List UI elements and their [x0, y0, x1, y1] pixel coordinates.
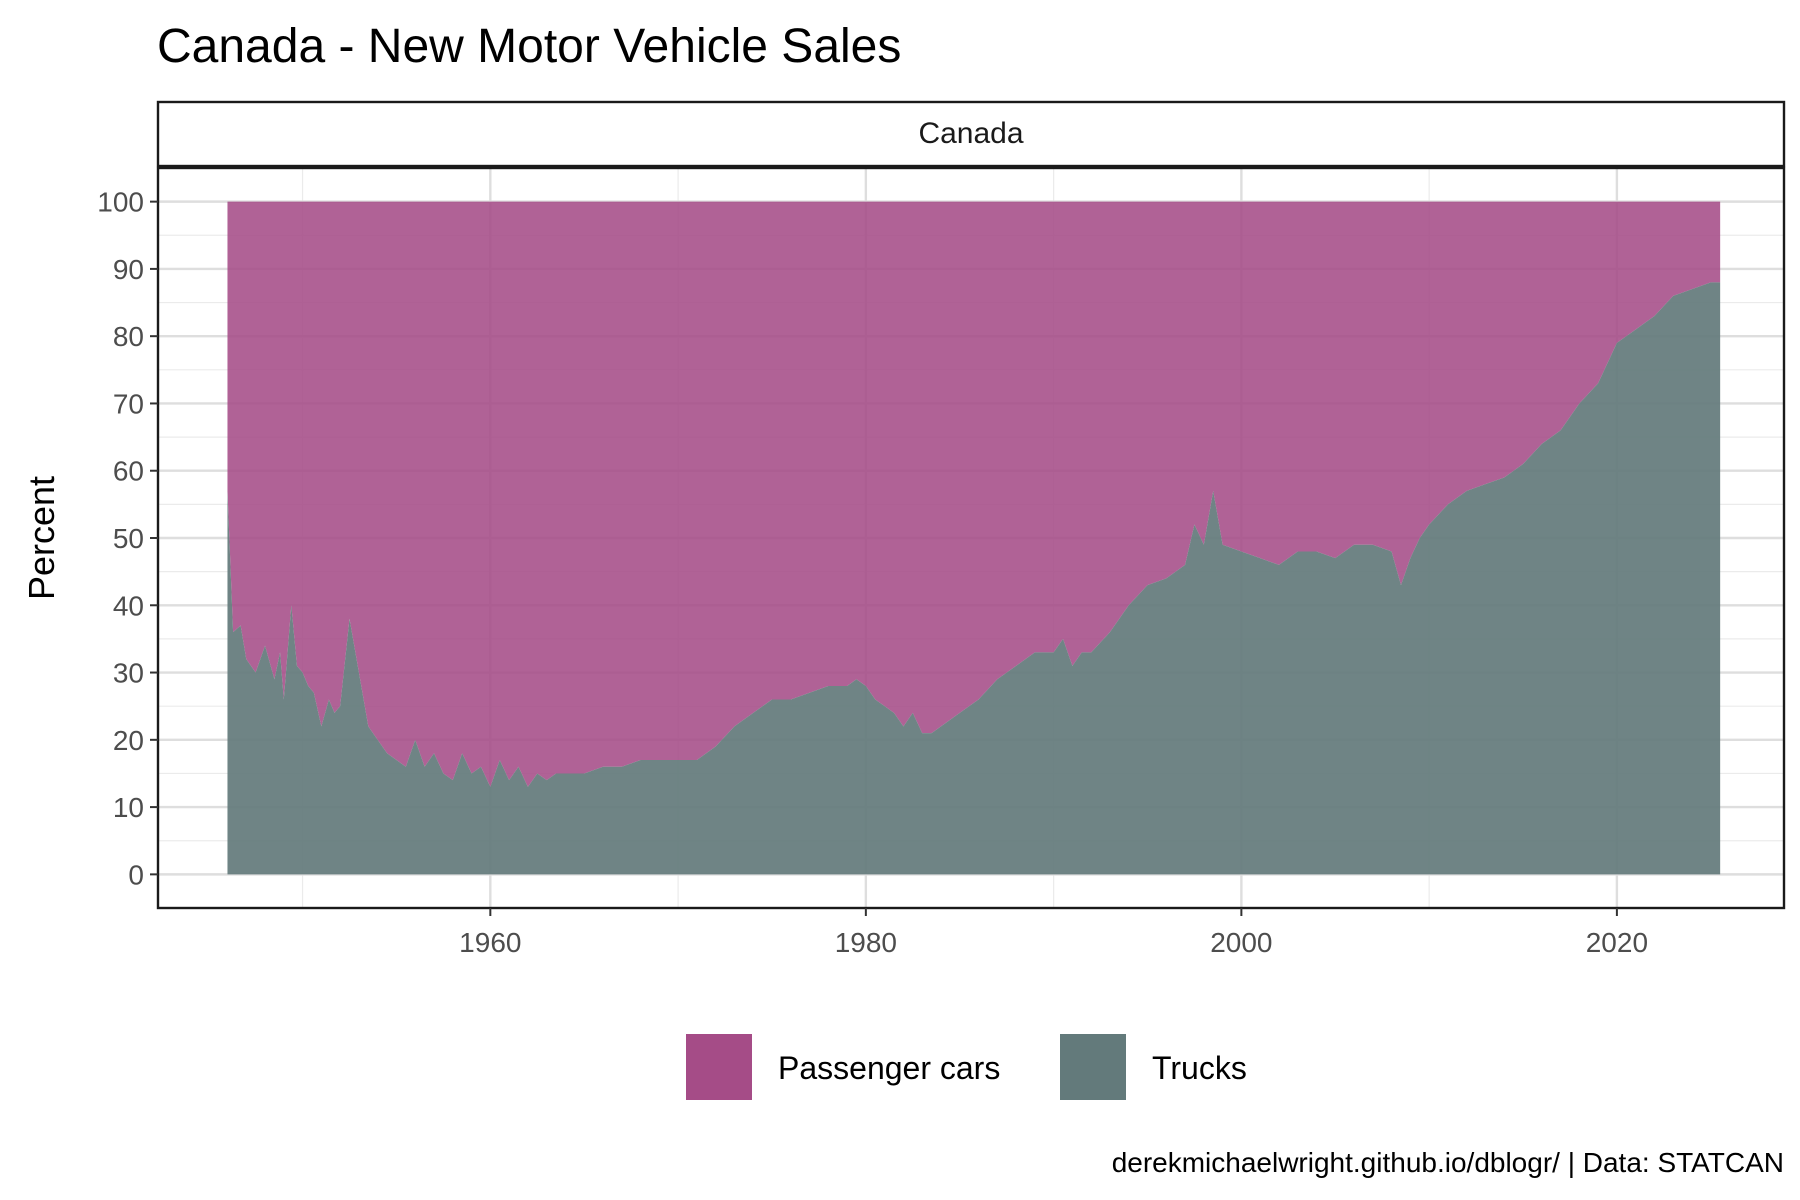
y-axis: 0 10 20 30 40 50 60 70 80 90 100	[97, 187, 158, 890]
y-tick-label-70: 70	[113, 388, 144, 419]
legend: Passenger cars Trucks	[686, 1034, 1247, 1100]
facet-strip	[156, 100, 1786, 168]
x-axis: 1960 1980 2000 2020	[459, 908, 1648, 958]
y-tick-label-30: 30	[113, 658, 144, 689]
facet-label: Canada	[918, 117, 1023, 150]
legend-label-passenger-cars: Passenger cars	[778, 1050, 1000, 1086]
y-tick-label-0: 0	[128, 859, 144, 890]
legend-label-trucks: Trucks	[1152, 1050, 1247, 1086]
y-tick-label-10: 10	[113, 792, 144, 823]
y-axis-title: Percent	[21, 476, 62, 600]
legend-swatch-passenger-cars	[686, 1034, 752, 1100]
caption: derekmichaelwright.github.io/dblogr/ | D…	[1112, 1147, 1784, 1178]
y-tick-label-40: 40	[113, 590, 144, 621]
x-tick-label-1960: 1960	[459, 927, 521, 958]
y-tick-label-20: 20	[113, 725, 144, 756]
x-tick-label-2000: 2000	[1210, 927, 1272, 958]
chart-title: Canada - New Motor Vehicle Sales	[157, 20, 901, 73]
y-tick-label-90: 90	[113, 254, 144, 285]
y-tick-label-100: 100	[97, 187, 144, 218]
x-tick-label-1980: 1980	[835, 927, 897, 958]
plot-panel	[156, 166, 1786, 910]
y-tick-label-50: 50	[113, 523, 144, 554]
area-passenger-cars	[227, 201, 1721, 787]
y-tick-label-60: 60	[113, 456, 144, 487]
area-trucks	[227, 282, 1721, 875]
x-tick-label-2020: 2020	[1586, 927, 1648, 958]
legend-swatch-trucks	[1060, 1034, 1126, 1100]
y-tick-label-80: 80	[113, 321, 144, 352]
